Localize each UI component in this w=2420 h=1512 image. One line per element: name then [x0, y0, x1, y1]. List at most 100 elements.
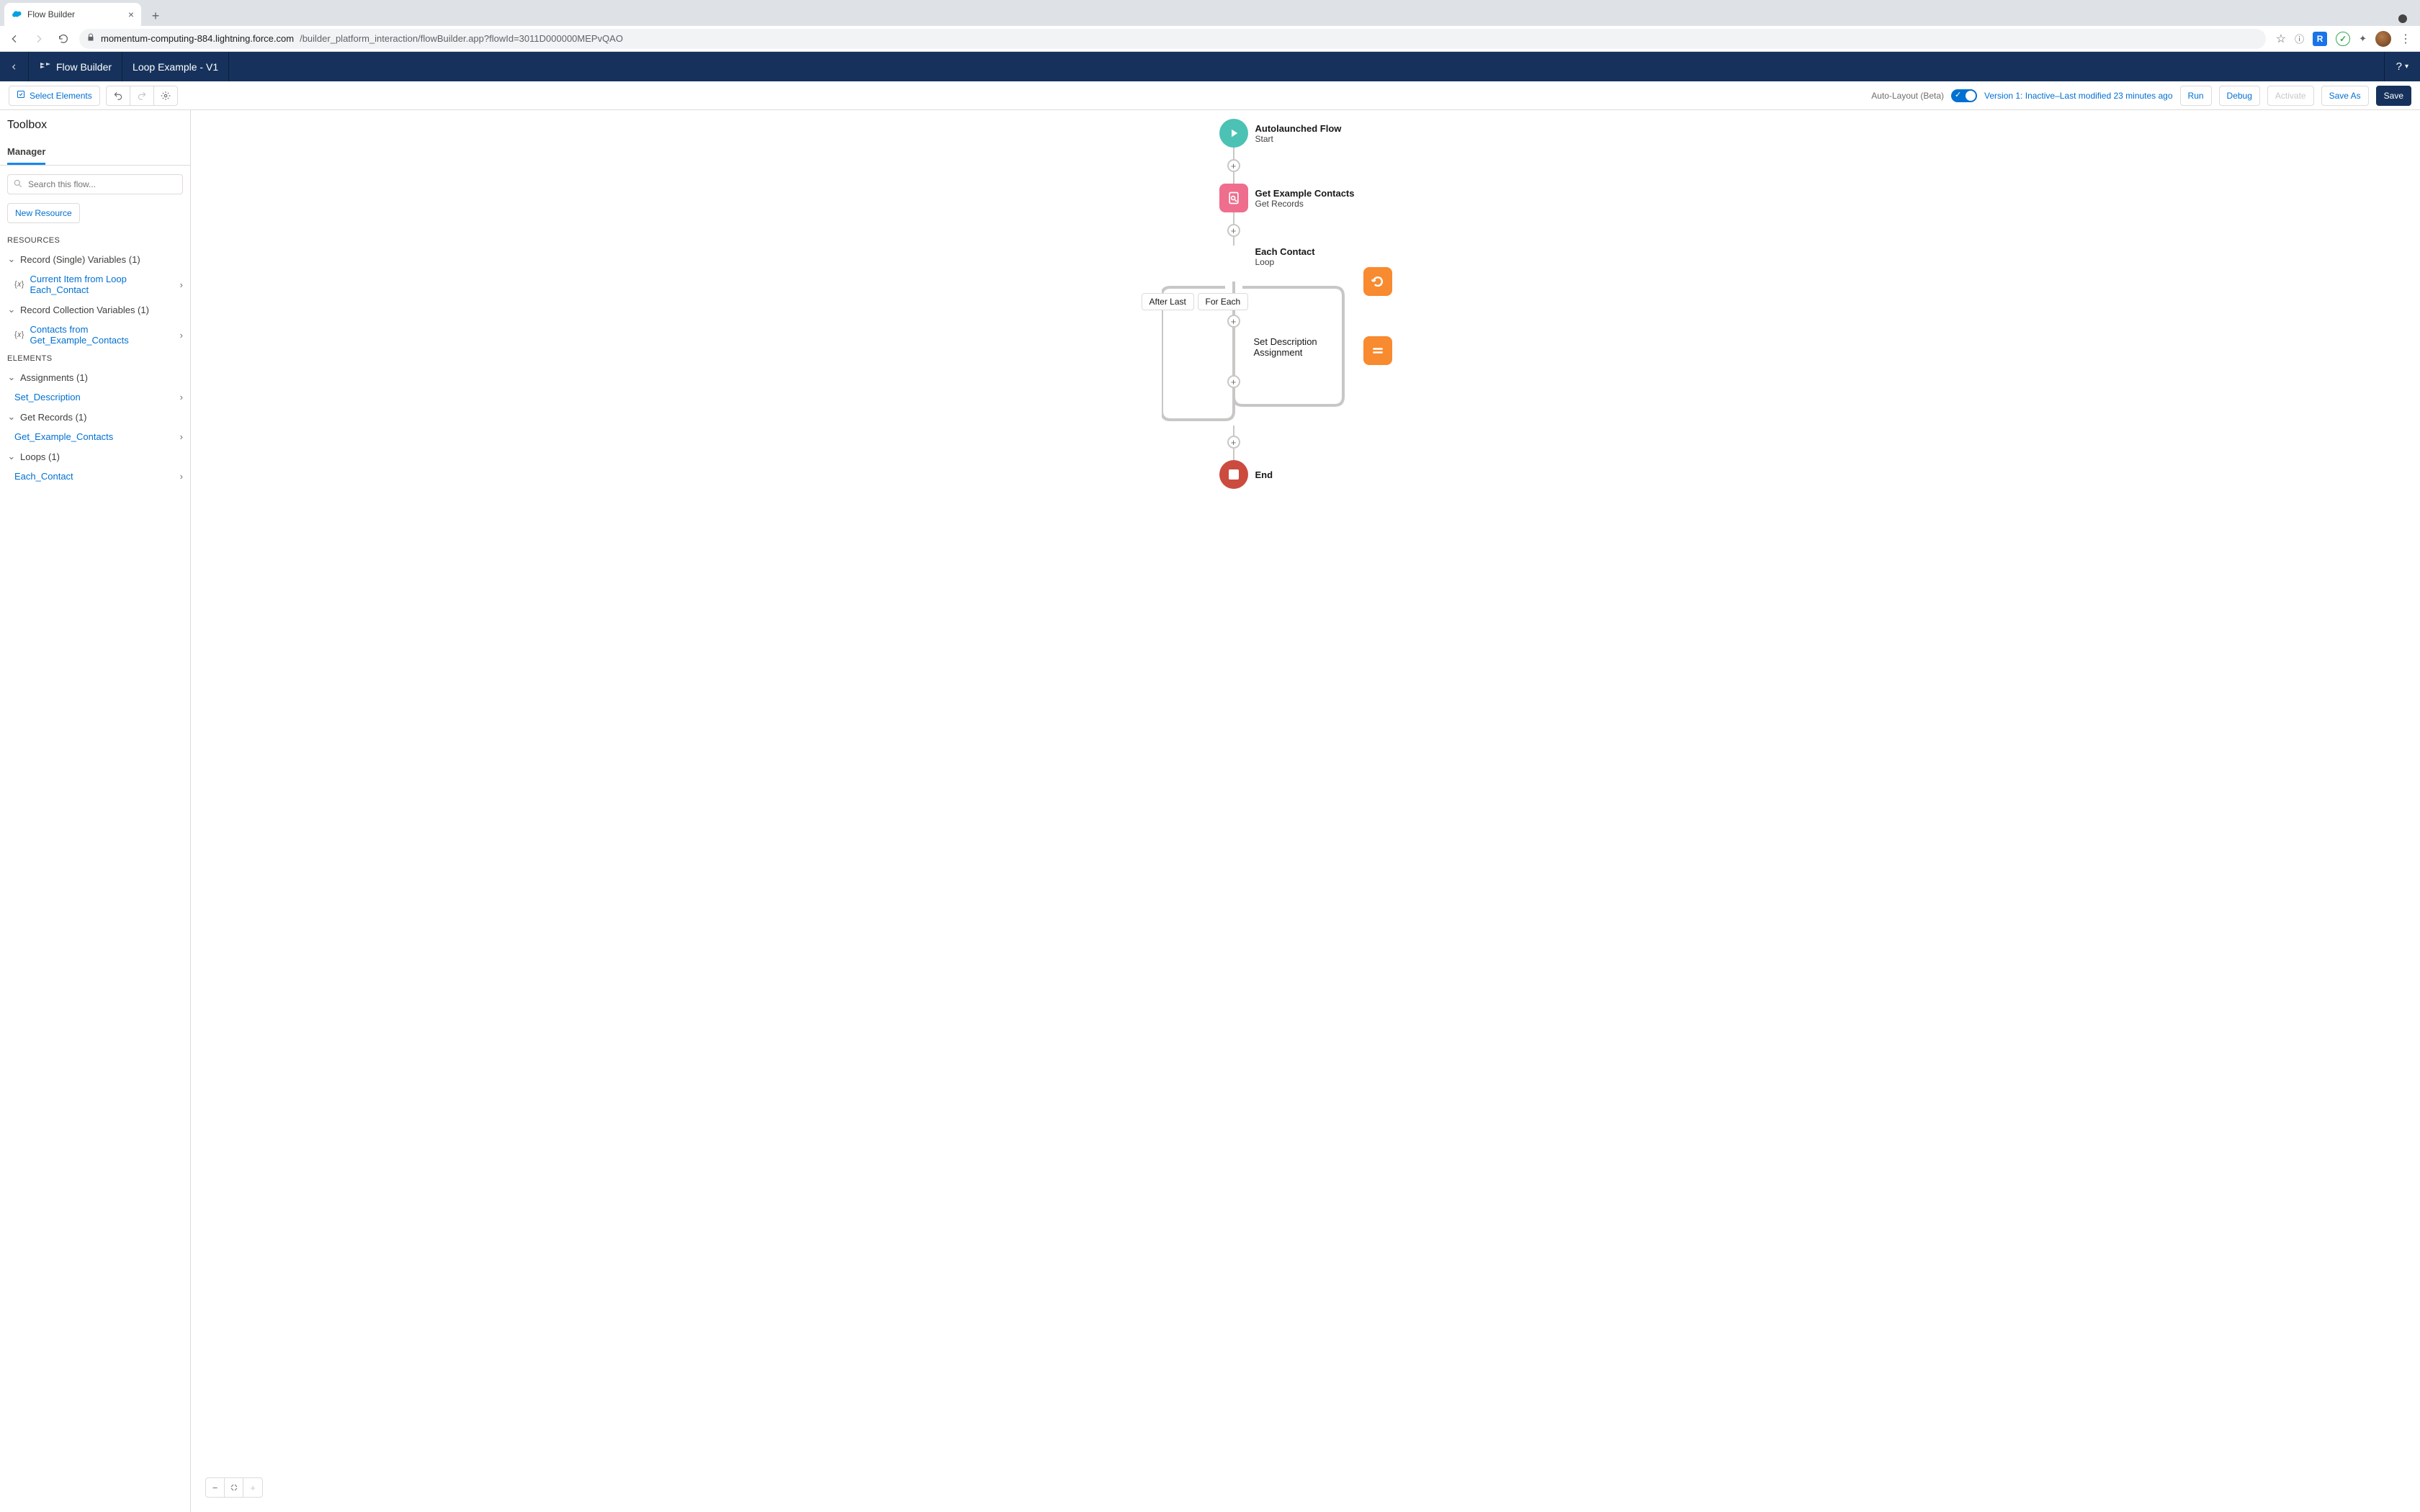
branch-for-each[interactable]: For Each — [1198, 293, 1249, 310]
zoom-controls: − + — [205, 1477, 263, 1498]
loop-container: After Last For Each + Set Description As… — [1075, 267, 1536, 426]
help-icon: ? — [2396, 60, 2402, 73]
extension-icon-2[interactable]: ✓ — [2336, 32, 2350, 46]
connector — [1233, 449, 1234, 460]
new-resource-label: New Resource — [15, 208, 72, 218]
chevron-right-icon: › — [180, 471, 183, 482]
node-end[interactable] — [1219, 460, 1248, 489]
add-element-button[interactable]: + — [1227, 375, 1240, 388]
reload-button[interactable] — [55, 30, 72, 48]
add-element-button[interactable]: + — [1227, 436, 1240, 449]
zoom-in-button[interactable]: + — [243, 1478, 262, 1497]
activate-label: Activate — [2275, 91, 2306, 101]
section-label: Loops (1) — [20, 451, 60, 462]
flow-builder-icon — [39, 60, 50, 73]
redo-button[interactable] — [130, 86, 154, 106]
run-label: Run — [2188, 91, 2204, 101]
node-loop[interactable] — [1363, 267, 1392, 296]
node-start-row: Autolaunched Flow Start — [1075, 119, 1536, 148]
variable-icon: {𝑥} — [14, 330, 24, 340]
add-element-button[interactable]: + — [1227, 224, 1240, 237]
node-title: Set Description — [1254, 336, 1317, 347]
address-bar[interactable]: momentum-computing-884.lightning.force.c… — [79, 29, 2266, 49]
kebab-menu-icon[interactable]: ⋮ — [2400, 32, 2411, 46]
zoom-fit-button[interactable] — [225, 1478, 243, 1497]
undo-redo-group — [106, 86, 178, 106]
browser-tab[interactable]: Flow Builder × — [4, 3, 141, 26]
new-resource-button[interactable]: New Resource — [7, 203, 80, 223]
node-title: Each Contact — [1255, 246, 1315, 257]
node-title: End — [1255, 469, 1273, 480]
chevron-right-icon: › — [180, 431, 183, 442]
loop-icon — [1371, 274, 1385, 289]
star-icon[interactable]: ☆ — [2276, 32, 2286, 46]
auto-layout-toggle[interactable]: ✓ — [1951, 89, 1977, 102]
resource-item-current-loop[interactable]: {𝑥} Current Item from Loop Each_Contact … — [0, 269, 190, 300]
settings-button[interactable] — [153, 86, 178, 106]
node-get-records[interactable] — [1219, 184, 1248, 212]
activate-button[interactable]: Activate — [2267, 86, 2314, 106]
element-item-set-description[interactable]: Set_Description › — [0, 387, 190, 407]
save-as-label: Save As — [2329, 91, 2361, 101]
node-start-label: Autolaunched Flow Start — [1255, 123, 1342, 144]
assignment-icon — [1371, 343, 1385, 358]
select-icon — [17, 90, 25, 101]
action-bar: Select Elements Auto-Layout (Beta) ✓ Ver… — [0, 81, 2420, 110]
stop-icon — [1229, 469, 1239, 480]
variable-icon: {𝑥} — [14, 280, 24, 289]
node-assignment[interactable] — [1363, 336, 1392, 365]
section-loops[interactable]: ⌄ Loops (1) — [0, 446, 190, 467]
chevron-down-icon: ⌄ — [7, 411, 16, 423]
node-subtitle: Start — [1255, 134, 1342, 144]
zoom-out-button[interactable]: − — [206, 1478, 225, 1497]
tab-manager[interactable]: Manager — [7, 139, 45, 165]
header-back-button[interactable] — [0, 52, 29, 81]
element-item-get-example-contacts[interactable]: Get_Example_Contacts › — [0, 427, 190, 446]
play-icon — [1227, 127, 1240, 140]
search-input[interactable] — [7, 174, 183, 194]
header-help-button[interactable]: ? ▾ — [2384, 52, 2420, 81]
add-element-button[interactable]: + — [1227, 315, 1240, 328]
auto-layout-label: Auto-Layout (Beta) — [1871, 91, 1944, 101]
save-button[interactable]: Save — [2376, 86, 2411, 106]
sidebar-search — [7, 174, 183, 194]
chevron-right-icon: › — [180, 392, 183, 402]
url-path: /builder_platform_interaction/flowBuilde… — [300, 33, 623, 44]
canvas[interactable]: Autolaunched Flow Start + Get Example Co… — [191, 110, 2420, 1512]
section-assignments[interactable]: ⌄ Assignments (1) — [0, 367, 190, 387]
undo-button[interactable] — [106, 86, 130, 106]
profile-avatar[interactable] — [2375, 31, 2391, 47]
header-app-cell: Flow Builder — [29, 52, 122, 81]
branch-after-last[interactable]: After Last — [1142, 293, 1194, 310]
save-as-button[interactable]: Save As — [2321, 86, 2369, 106]
forward-button[interactable] — [30, 30, 48, 48]
node-end-label: End — [1255, 469, 1273, 480]
select-elements-button[interactable]: Select Elements — [9, 86, 100, 106]
debug-button[interactable]: Debug — [2219, 86, 2260, 106]
item-label: Get_Example_Contacts — [14, 431, 113, 442]
section-record-single[interactable]: ⌄ Record (Single) Variables (1) — [0, 249, 190, 269]
element-item-each-contact[interactable]: Each_Contact › — [0, 467, 190, 486]
run-button[interactable]: Run — [2180, 86, 2212, 106]
tab-close-icon[interactable]: × — [128, 9, 134, 20]
connector — [1233, 172, 1234, 184]
section-record-collection[interactable]: ⌄ Record Collection Variables (1) — [0, 300, 190, 320]
header-spacer — [229, 52, 2384, 81]
info-icon[interactable]: ⓘ — [2295, 32, 2304, 45]
sidebar-title: Toolbox — [0, 110, 190, 139]
browser-toolbar: momentum-computing-884.lightning.force.c… — [0, 26, 2420, 52]
check-icon: ✓ — [1955, 90, 1961, 99]
clipboard-search-icon — [1227, 191, 1241, 205]
new-tab-button[interactable]: + — [145, 6, 166, 26]
resource-item-contacts[interactable]: {𝑥} Contacts from Get_Example_Contacts › — [0, 320, 190, 350]
extensions-icon[interactable]: ✦ — [2359, 33, 2367, 45]
node-getrecords-label: Get Example Contacts Get Records — [1255, 188, 1355, 209]
toggle-knob — [1966, 91, 1976, 101]
node-start[interactable] — [1219, 119, 1248, 148]
resources-heading: RESOURCES — [0, 232, 190, 249]
node-subtitle: Get Records — [1255, 199, 1355, 209]
section-get-records[interactable]: ⌄ Get Records (1) — [0, 407, 190, 427]
add-element-button[interactable]: + — [1227, 159, 1240, 172]
back-button[interactable] — [6, 30, 23, 48]
extension-icon-1[interactable]: R — [2313, 32, 2327, 46]
